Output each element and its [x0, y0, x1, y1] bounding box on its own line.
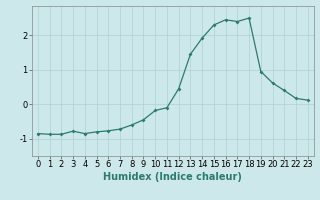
X-axis label: Humidex (Indice chaleur): Humidex (Indice chaleur) [103, 172, 242, 182]
